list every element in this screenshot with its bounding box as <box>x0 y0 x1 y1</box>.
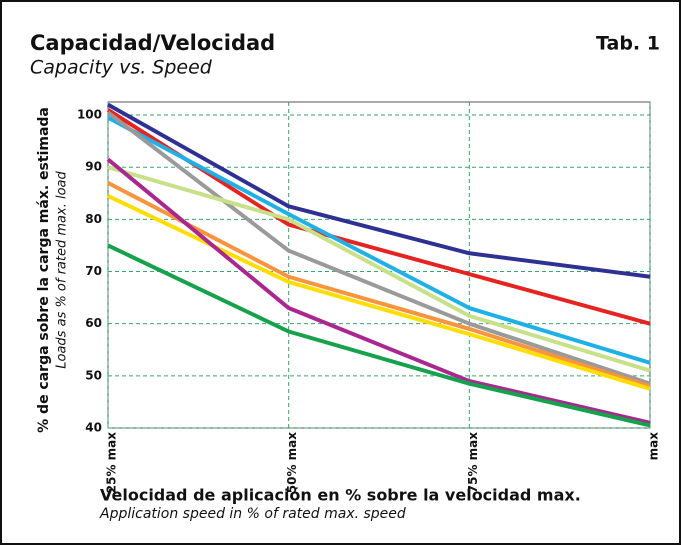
y-tick-label: 40 <box>85 421 102 435</box>
series-line <box>107 181 651 389</box>
y-tick-label: 100 <box>77 108 102 122</box>
series-line <box>107 243 651 428</box>
series-line <box>106 157 651 425</box>
series-line <box>106 110 651 386</box>
title: Capacidad/Velocidad <box>30 31 275 55</box>
x-label-sub: Application speed in % of rated max. spe… <box>99 506 406 522</box>
y-tick-label: 60 <box>85 316 102 330</box>
x-tick-label: 75% max <box>466 432 480 494</box>
series-line <box>107 115 651 365</box>
subtitle: Capacity vs. Speed <box>30 57 213 79</box>
y-tick-label: 90 <box>85 160 102 174</box>
series-line <box>107 165 651 373</box>
y-label-sub: Loads as % of rated max. load <box>55 171 70 369</box>
x-tick-label: max <box>647 432 661 461</box>
y-label: % de carga sobre la carga máx. estimada <box>36 107 52 433</box>
x-label: Velocidad de aplicación en % sobre la ve… <box>100 486 581 505</box>
series-line <box>107 102 651 279</box>
y-tick-label: 70 <box>85 264 102 278</box>
y-tick-label: 80 <box>85 212 102 226</box>
x-tick-label: 50% max <box>285 432 299 494</box>
x-tick-label: 25% max <box>105 432 119 494</box>
table-label: Tab. 1 <box>596 33 660 55</box>
y-tick-label: 50 <box>85 368 102 382</box>
series-line <box>107 194 651 391</box>
